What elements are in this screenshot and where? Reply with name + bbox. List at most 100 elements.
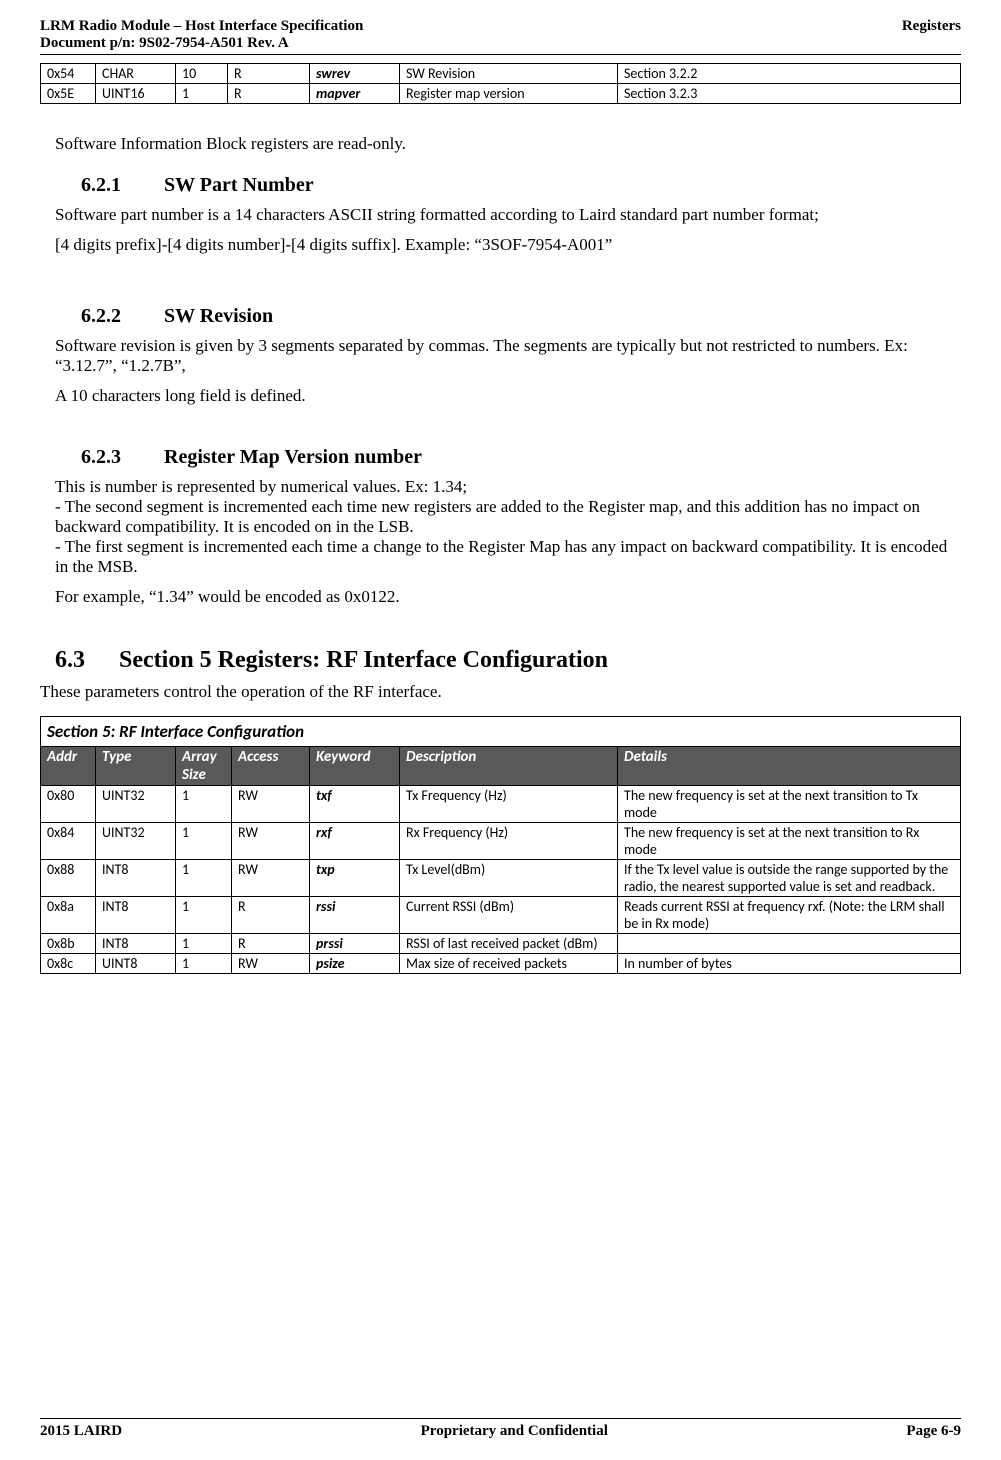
cell-details: The new frequency is set at the next tra…: [618, 823, 961, 860]
p-623-1: This is number is represented by numeric…: [55, 477, 956, 497]
table-row: 0x84UINT321RWrxfRx Frequency (Hz)The new…: [41, 823, 961, 860]
col-header-access: Access: [232, 747, 310, 786]
cell-access: R: [232, 897, 310, 934]
heading-6-2-2: 6.2.2 SW Revision: [81, 305, 956, 328]
cell-access: RW: [232, 786, 310, 823]
cell-addr: 0x5E: [41, 84, 96, 104]
p-623-4: For example, “1.34” would be encoded as …: [55, 587, 956, 607]
cell-size: 1: [176, 934, 232, 954]
p-621-2: [4 digits prefix]-[4 digits number]-[4 d…: [55, 235, 956, 255]
cell-access: RW: [232, 954, 310, 974]
header-chapter: Registers: [902, 18, 961, 34]
cell-desc: SW Revision: [400, 64, 618, 84]
col-header-kw: Keyword: [310, 747, 400, 786]
cell-kw: rssi: [310, 897, 400, 934]
cell-kw: psize: [310, 954, 400, 974]
cell-type: INT8: [96, 897, 176, 934]
heading-number: 6.2.3: [81, 446, 159, 469]
cell-addr: 0x8c: [41, 954, 96, 974]
cell-details: Reads current RSSI at frequency rxf. (No…: [618, 897, 961, 934]
table-row: 0x8cUINT81RWpsizeMax size of received pa…: [41, 954, 961, 974]
cell-size: 1: [176, 823, 232, 860]
table-title-row: Section 5: RF Interface Configuration: [41, 717, 961, 747]
cell-addr: 0x80: [41, 786, 96, 823]
cell-access: R: [228, 84, 310, 104]
cell-details: In number of bytes: [618, 954, 961, 974]
heading-text: SW Revision: [164, 305, 273, 327]
cell-desc: Tx Level(dBm): [400, 860, 618, 897]
table-title: Section 5: RF Interface Configuration: [41, 717, 961, 747]
cell-desc: RSSI of last received packet (dBm): [400, 934, 618, 954]
table-header-row: AddrTypeArraySizeAccessKeywordDescriptio…: [41, 747, 961, 786]
heading-6-3: 6.3 Section 5 Registers: RF Interface Co…: [55, 647, 956, 674]
cell-kw: txp: [310, 860, 400, 897]
cell-kw: txf: [310, 786, 400, 823]
cell-details: The new frequency is set at the next tra…: [618, 786, 961, 823]
cell-access: R: [232, 934, 310, 954]
table-row: 0x80UINT321RWtxfTx Frequency (Hz)The new…: [41, 786, 961, 823]
table-row: 0x88INT81RWtxpTx Level(dBm)If the Tx lev…: [41, 860, 961, 897]
table-row: 0x5EUINT161RmapverRegister map versionSe…: [41, 84, 961, 104]
col-header-desc: Description: [400, 747, 618, 786]
cell-desc: Rx Frequency (Hz): [400, 823, 618, 860]
cell-kw: mapver: [310, 84, 400, 104]
cell-details: [618, 934, 961, 954]
cell-details: Section 3.2.3: [618, 84, 961, 104]
cell-size: 1: [176, 897, 232, 934]
cell-desc: Current RSSI (dBm): [400, 897, 618, 934]
cell-desc: Tx Frequency (Hz): [400, 786, 618, 823]
top-register-table: 0x54CHAR10RswrevSW RevisionSection 3.2.2…: [40, 63, 961, 104]
cell-desc: Register map version: [400, 84, 618, 104]
cell-type: UINT16: [96, 84, 176, 104]
cell-type: UINT32: [96, 786, 176, 823]
page-footer: 2015 LAIRD Proprietary and Confidential …: [40, 1418, 961, 1440]
p-622-2: A 10 characters long field is defined.: [55, 386, 956, 406]
heading-6-2-3: 6.2.3 Register Map Version number: [81, 446, 956, 469]
col-header-size: ArraySize: [176, 747, 232, 786]
cell-access: RW: [232, 860, 310, 897]
cell-size: 10: [176, 64, 228, 84]
cell-size: 1: [176, 860, 232, 897]
cell-addr: 0x84: [41, 823, 96, 860]
p-621-1: Software part number is a 14 characters …: [55, 205, 956, 225]
table-row: 0x8bINT81RprssiRSSI of last received pac…: [41, 934, 961, 954]
p-622-1: Software revision is given by 3 segments…: [55, 336, 956, 376]
p-63-intro: These parameters control the operation o…: [40, 682, 956, 702]
table-row: 0x8aINT81RrssiCurrent RSSI (dBm)Reads cu…: [41, 897, 961, 934]
heading-number: 6.3: [55, 647, 113, 674]
col-header-addr: Addr: [41, 747, 96, 786]
footer-center: Proprietary and Confidential: [421, 1423, 608, 1440]
cell-kw: prssi: [310, 934, 400, 954]
col-header-details: Details: [618, 747, 961, 786]
cell-type: CHAR: [96, 64, 176, 84]
cell-desc: Max size of received packets: [400, 954, 618, 974]
heading-number: 6.2.2: [81, 305, 159, 328]
cell-kw: rxf: [310, 823, 400, 860]
cell-access: R: [228, 64, 310, 84]
cell-size: 1: [176, 954, 232, 974]
table-row: 0x54CHAR10RswrevSW RevisionSection 3.2.2: [41, 64, 961, 84]
page-header: LRM Radio Module – Host Interface Specif…: [40, 18, 961, 55]
cell-access: RW: [232, 823, 310, 860]
cell-details: Section 3.2.2: [618, 64, 961, 84]
cell-kw: swrev: [310, 64, 400, 84]
cell-details: If the Tx level value is outside the ran…: [618, 860, 961, 897]
cell-addr: 0x54: [41, 64, 96, 84]
cell-addr: 0x8b: [41, 934, 96, 954]
cell-type: UINT8: [96, 954, 176, 974]
heading-text: SW Part Number: [164, 174, 314, 196]
header-left: LRM Radio Module – Host Interface Specif…: [40, 18, 363, 52]
header-right: Registers: [902, 18, 961, 35]
p-623-3: - The first segment is incremented each …: [55, 537, 956, 577]
col-header-type: Type: [96, 747, 176, 786]
cell-addr: 0x88: [41, 860, 96, 897]
p-623-2: - The second segment is incremented each…: [55, 497, 956, 537]
section5-register-table: Section 5: RF Interface ConfigurationAdd…: [40, 716, 961, 974]
heading-text: Register Map Version number: [164, 446, 422, 468]
heading-text: Section 5 Registers: RF Interface Config…: [119, 647, 608, 673]
heading-6-2-1: 6.2.1 SW Part Number: [81, 174, 956, 197]
heading-number: 6.2.1: [81, 174, 159, 197]
info-block-intro: Software Information Block registers are…: [55, 134, 956, 154]
cell-type: INT8: [96, 860, 176, 897]
header-title-line1: LRM Radio Module – Host Interface Specif…: [40, 18, 363, 34]
